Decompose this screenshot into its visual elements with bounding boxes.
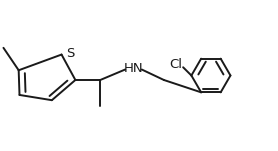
- Text: HN: HN: [124, 61, 143, 75]
- Text: S: S: [66, 47, 74, 59]
- Text: Cl: Cl: [170, 58, 183, 71]
